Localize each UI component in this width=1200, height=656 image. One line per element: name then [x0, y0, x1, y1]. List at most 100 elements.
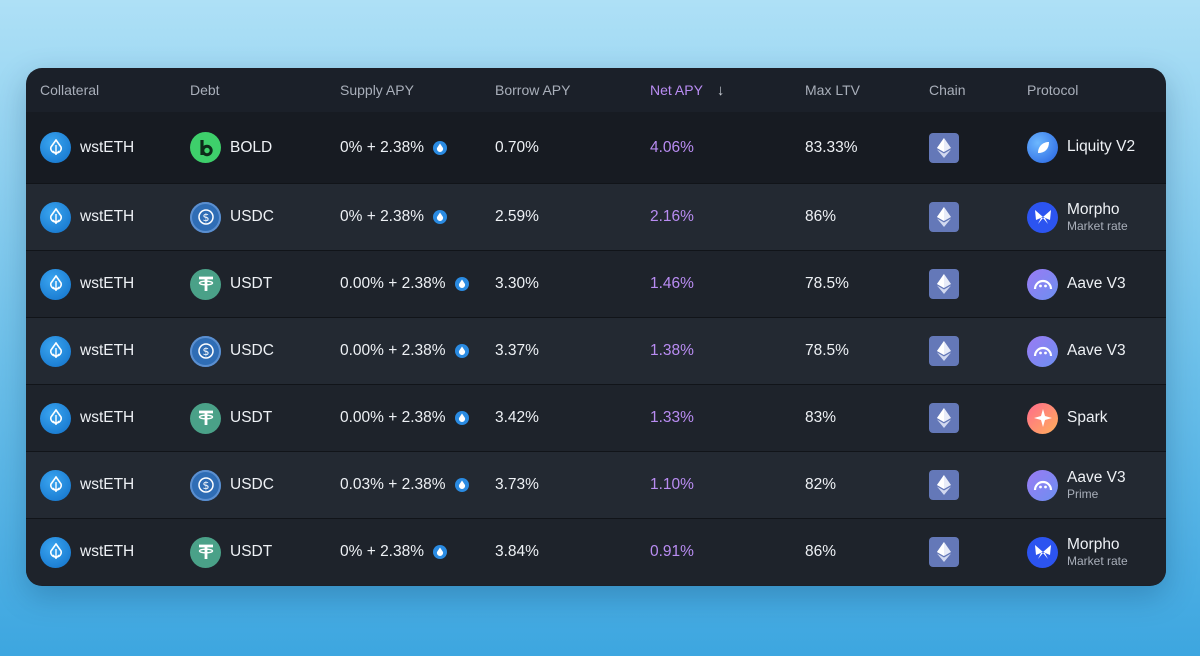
- supply-apy-value: 0.03% + 2.38%: [340, 476, 446, 493]
- chain-cell: [929, 537, 1027, 567]
- collateral-label: wstETH: [80, 208, 135, 225]
- lido-drop-icon[interactable]: [433, 210, 448, 224]
- wsteth-icon: [40, 536, 71, 568]
- debt-cell: BOLD: [190, 132, 340, 163]
- usdc-icon: $: [190, 335, 221, 367]
- collateral-label: wstETH: [80, 275, 135, 292]
- usdc-icon: $: [190, 469, 221, 501]
- supply-apy-value: 0% + 2.38%: [340, 208, 425, 225]
- col-debt[interactable]: Debt: [190, 82, 220, 98]
- max-ltv-cell: 78.5%: [805, 275, 929, 293]
- lido-drop-icon[interactable]: [454, 277, 469, 291]
- ethereum-icon: [929, 202, 959, 232]
- wsteth-icon: [40, 268, 71, 300]
- table-row[interactable]: wstETH USDT 0.00% + 2.38% 3.42% 1.33% 83…: [26, 384, 1166, 451]
- supply-apy-cell: 0.00% + 2.38%: [340, 275, 495, 293]
- arrow-down-icon[interactable]: ↓: [716, 81, 725, 99]
- net-apy-value: 2.16%: [650, 208, 694, 225]
- chain-cell: [929, 336, 1027, 366]
- morpho-icon: [1027, 201, 1058, 233]
- table-row[interactable]: wstETH $ USDC 0% + 2.38% 2.59% 2.16% 86%: [26, 183, 1166, 250]
- debt-cell: USDT: [190, 536, 340, 568]
- protocol-cell: Morpho Market rate: [1027, 535, 1166, 568]
- protocol-cell: Aave V3 Prime: [1027, 468, 1166, 501]
- net-apy-cell: 1.46%: [650, 275, 805, 293]
- max-ltv-value: 83%: [805, 409, 837, 426]
- borrow-apy-value: 3.42%: [495, 409, 539, 426]
- debt-label: USDT: [230, 543, 273, 560]
- lido-drop-icon[interactable]: [433, 140, 448, 155]
- chain-cell: [929, 403, 1027, 433]
- max-ltv-value: 83.33%: [805, 138, 858, 156]
- debt-label: USDT: [230, 275, 273, 292]
- supply-apy-cell: 0% + 2.38%: [340, 139, 495, 157]
- max-ltv-cell: 83.33%: [805, 139, 929, 157]
- protocol-label: Aave V3: [1067, 468, 1126, 486]
- collateral-label: wstETH: [80, 543, 135, 560]
- col-borrow-apy[interactable]: Borrow APY: [495, 82, 571, 98]
- borrow-apy-cell: 3.73%: [495, 476, 650, 494]
- col-protocol[interactable]: Protocol: [1027, 82, 1079, 98]
- debt-cell: USDT: [190, 268, 340, 300]
- usdt-icon: [190, 402, 221, 434]
- usdt-icon: [190, 268, 221, 300]
- borrow-apy-value: 3.30%: [495, 275, 539, 292]
- supply-apy-value: 0.00% + 2.38%: [340, 409, 446, 426]
- lido-drop-icon[interactable]: [454, 411, 469, 425]
- chain-cell: [929, 470, 1027, 500]
- debt-label: USDT: [230, 409, 273, 426]
- max-ltv-value: 86%: [805, 208, 837, 225]
- col-net-apy[interactable]: Net APY ↓: [650, 82, 805, 99]
- ethereum-icon: [929, 336, 959, 366]
- lido-drop-icon[interactable]: [454, 478, 469, 492]
- bold-icon: [190, 132, 221, 163]
- protocol-label: Aave V3: [1067, 341, 1126, 359]
- borrow-apy-value: 3.84%: [495, 543, 539, 560]
- debt-cell: $ USDC: [190, 335, 340, 367]
- collateral-cell: wstETH: [40, 268, 190, 300]
- max-ltv-value: 78.5%: [805, 342, 849, 359]
- lido-drop-icon[interactable]: [433, 545, 448, 559]
- supply-apy-cell: 0.03% + 2.38%: [340, 476, 495, 494]
- supply-apy-value: 0% + 2.38%: [340, 138, 425, 156]
- protocol-sublabel: Market rate: [1067, 218, 1128, 233]
- lido-drop-icon[interactable]: [454, 344, 469, 358]
- borrow-apy-value: 3.37%: [495, 342, 539, 359]
- col-chain[interactable]: Chain: [929, 82, 966, 98]
- table-row[interactable]: wstETH BOLD 0% + 2.38% 0.70% 4.06% 83.33…: [26, 112, 1166, 183]
- morpho-icon: [1027, 536, 1058, 568]
- col-max-ltv[interactable]: Max LTV: [805, 82, 860, 98]
- col-supply-apy[interactable]: Supply APY: [340, 82, 414, 98]
- protocol-cell: Morpho Market rate: [1027, 201, 1166, 233]
- usdt-icon: [190, 536, 221, 568]
- collateral-label: wstETH: [80, 409, 135, 426]
- svg-text:$: $: [202, 345, 209, 358]
- collateral-cell: wstETH: [40, 335, 190, 367]
- supply-apy-value: 0.00% + 2.38%: [340, 342, 446, 359]
- collateral-cell: wstETH: [40, 132, 190, 163]
- net-apy-cell: 1.38%: [650, 342, 805, 360]
- max-ltv-value: 82%: [805, 476, 837, 493]
- debt-label: USDC: [230, 208, 274, 225]
- borrow-apy-cell: 3.37%: [495, 342, 650, 360]
- borrow-apy-cell: 2.59%: [495, 208, 650, 226]
- max-ltv-cell: 86%: [805, 208, 929, 226]
- table-row[interactable]: wstETH USDT 0% + 2.38% 3.84% 0.91% 86%: [26, 518, 1166, 585]
- max-ltv-value: 86%: [805, 543, 837, 560]
- protocol-label: Spark: [1067, 408, 1108, 426]
- debt-cell: $ USDC: [190, 469, 340, 501]
- table-row[interactable]: wstETH USDT 0.00% + 2.38% 3.30% 1.46% 78…: [26, 250, 1166, 317]
- table-row[interactable]: wstETH $ USDC 0.00% + 2.38% 3.37% 1.38% …: [26, 317, 1166, 384]
- markets-table: Collateral Debt Supply APY Borrow APY Ne…: [26, 68, 1166, 586]
- protocol-label: Morpho: [1067, 535, 1120, 553]
- max-ltv-cell: 78.5%: [805, 342, 929, 360]
- protocol-sublabel: Market rate: [1067, 553, 1128, 568]
- net-apy-value: 1.10%: [650, 476, 694, 493]
- table-body: wstETH BOLD 0% + 2.38% 0.70% 4.06% 83.33…: [26, 112, 1166, 585]
- table-row[interactable]: wstETH $ USDC 0.03% + 2.38% 3.73% 1.10% …: [26, 451, 1166, 518]
- ethereum-icon: [929, 269, 959, 299]
- chain-cell: [929, 202, 1027, 232]
- max-ltv-value: 78.5%: [805, 275, 849, 292]
- col-collateral[interactable]: Collateral: [40, 82, 100, 98]
- ethereum-icon: [929, 537, 959, 567]
